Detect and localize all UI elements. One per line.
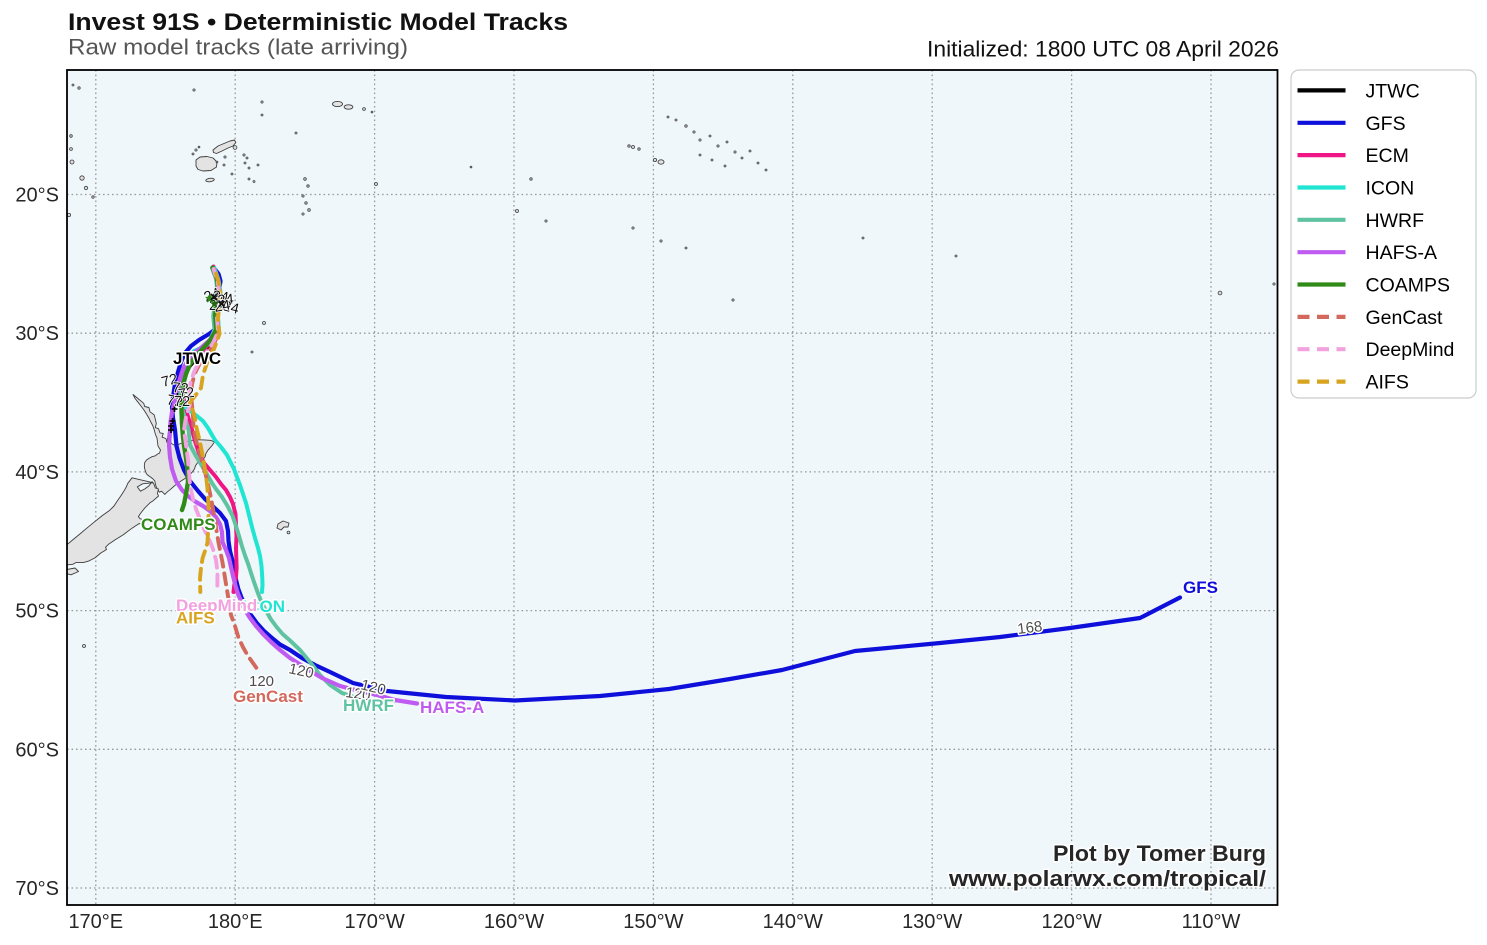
svg-text:GFS: GFS [1183, 578, 1218, 597]
svg-text:COAMPS: COAMPS [141, 515, 216, 534]
svg-text:72: 72 [165, 392, 184, 411]
svg-text:Invest 91S • Deterministic Mod: Invest 91S • Deterministic Model Tracks [68, 9, 568, 36]
svg-text:120: 120 [344, 684, 371, 704]
svg-text:AIFS: AIFS [1366, 372, 1409, 394]
svg-text:www.polarwx.com/tropical/: www.polarwx.com/tropical/ [948, 866, 1266, 891]
svg-text:ICON: ICON [1366, 178, 1415, 200]
svg-text:120: 120 [249, 673, 274, 690]
svg-text:170°E: 170°E [68, 911, 123, 933]
svg-text:GenCast: GenCast [233, 687, 303, 706]
svg-text:130°W: 130°W [902, 911, 962, 933]
svg-text:24: 24 [213, 297, 232, 316]
svg-text:24: 24 [221, 298, 241, 317]
svg-text:JTWC: JTWC [1366, 80, 1420, 102]
svg-text:HWRF: HWRF [1366, 210, 1425, 232]
svg-text:Raw model tracks (late arrivin: Raw model tracks (late arriving) [68, 35, 408, 60]
svg-text:Initialized: 1800 UTC 08 April: Initialized: 1800 UTC 08 April 2026 [927, 37, 1279, 62]
svg-text:72: 72 [172, 380, 189, 397]
svg-text:AIFS: AIFS [176, 609, 215, 628]
svg-text:110°W: 110°W [1182, 911, 1241, 933]
svg-text:GenCast: GenCast [1366, 307, 1444, 329]
svg-text:Plot by Tomer Burg: Plot by Tomer Burg [1053, 841, 1266, 866]
svg-text:COAMPS: COAMPS [1366, 275, 1451, 297]
svg-text:72: 72 [177, 385, 195, 403]
svg-text:120°W: 120°W [1041, 911, 1101, 933]
svg-text:HWRF: HWRF [343, 696, 394, 715]
svg-text:140°W: 140°W [763, 911, 823, 933]
svg-text:HAFS-A: HAFS-A [420, 698, 484, 717]
svg-text:GFS: GFS [1366, 113, 1406, 135]
svg-text:170°W: 170°W [344, 911, 404, 933]
svg-text:160°W: 160°W [484, 911, 544, 933]
svg-text:180°E: 180°E [208, 911, 263, 933]
svg-text:ICON: ICON [243, 597, 286, 616]
svg-text:ECM: ECM [1366, 145, 1409, 167]
svg-text:168: 168 [1016, 618, 1043, 638]
svg-text:50°S: 50°S [15, 601, 59, 623]
svg-text:JTWC: JTWC [173, 349, 221, 368]
svg-text:72: 72 [160, 371, 180, 391]
svg-text:70°S: 70°S [15, 878, 59, 900]
svg-text:40°S: 40°S [15, 462, 59, 484]
svg-text:DeepMind: DeepMind [1366, 339, 1455, 361]
svg-text:30°S: 30°S [15, 323, 59, 345]
svg-text:60°S: 60°S [15, 739, 59, 761]
svg-text:DeepMind: DeepMind [176, 596, 257, 615]
svg-text:20°S: 20°S [15, 185, 59, 207]
svg-text:150°W: 150°W [623, 911, 683, 933]
svg-text:72: 72 [174, 394, 190, 410]
svg-text:HAFS-A: HAFS-A [1366, 242, 1438, 264]
